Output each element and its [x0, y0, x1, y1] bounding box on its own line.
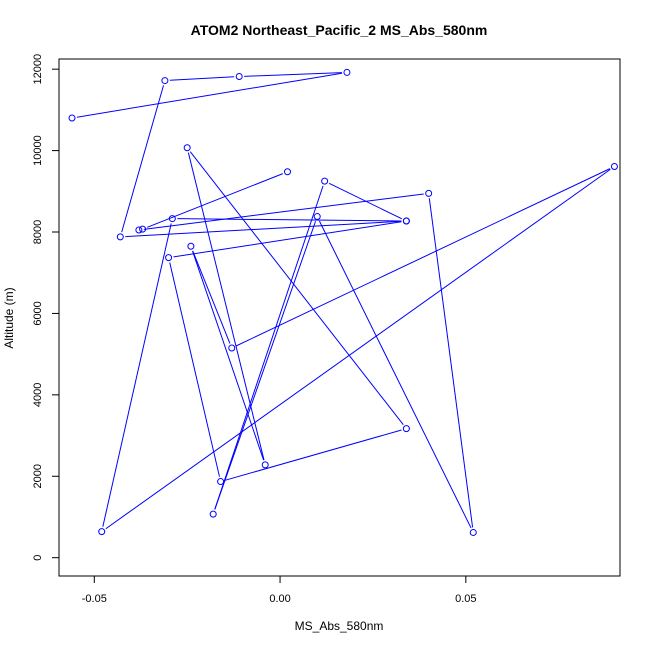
data-point — [139, 225, 147, 233]
series-segment — [214, 185, 324, 510]
y-tick-label: 6000 — [32, 301, 44, 325]
data-point — [402, 217, 410, 225]
series-segment — [76, 72, 343, 118]
x-tick-label: -0.05 — [82, 593, 107, 605]
series-segment — [147, 173, 284, 228]
data-point — [187, 242, 195, 250]
data-point — [68, 114, 76, 122]
y-tick-label: 0 — [32, 555, 44, 561]
series-segment — [236, 168, 611, 347]
y-tick-label: 4000 — [32, 383, 44, 407]
data-point — [98, 528, 106, 536]
plot-frame — [58, 58, 621, 577]
data-point — [235, 73, 243, 81]
data-point — [321, 177, 329, 185]
y-tick-label: 12000 — [32, 54, 44, 85]
y-tick-label: 2000 — [32, 464, 44, 488]
series-segment — [189, 151, 404, 426]
x-axis-label: MS_Abs_580nm — [295, 619, 384, 633]
series-segment — [105, 168, 611, 530]
data-point — [402, 425, 410, 433]
series-segment — [169, 76, 235, 81]
data-point — [209, 510, 217, 518]
series-segment — [169, 262, 220, 477]
y-tick-label: 10000 — [32, 135, 44, 166]
series-segment — [173, 221, 402, 258]
chart-title: ATOM2 Northeast_Pacific_2 MS_Abs_580nm — [191, 22, 488, 38]
data-point — [165, 254, 173, 262]
data-point — [261, 461, 269, 469]
y-axis-label: Altitude (m) — [2, 287, 16, 348]
series-segment — [225, 429, 402, 481]
series-segment — [192, 250, 231, 344]
data-point — [313, 213, 321, 221]
x-tick-label: 0.00 — [269, 593, 290, 605]
series-segment — [328, 182, 403, 220]
series-layer — [68, 68, 618, 536]
x-axis: -0.05 0.00 0.05 — [82, 575, 477, 605]
data-point — [425, 189, 433, 197]
data-point — [469, 528, 477, 536]
y-axis: 0 2000 4000 6000 8000 10000 12000 — [32, 54, 60, 561]
data-point — [116, 233, 124, 241]
x-tick-label: 0.05 — [455, 593, 476, 605]
series-segment — [102, 223, 172, 527]
data-point — [343, 68, 351, 76]
data-point — [161, 77, 169, 85]
series-segment — [428, 198, 474, 528]
data-point — [135, 226, 143, 234]
series-segment — [187, 152, 265, 461]
series-segment — [121, 85, 164, 233]
series-segment — [125, 220, 402, 238]
series-segment — [244, 72, 342, 77]
data-point — [228, 344, 236, 352]
data-point — [283, 168, 291, 176]
data-point — [217, 478, 225, 486]
series-segment — [214, 221, 317, 510]
data-point — [168, 215, 176, 223]
y-tick-label: 8000 — [32, 220, 44, 244]
data-point — [610, 162, 618, 170]
series-segment — [318, 220, 472, 529]
series-segment — [143, 193, 424, 230]
series-segment — [192, 250, 265, 461]
series-segment — [177, 218, 402, 222]
data-point — [183, 144, 191, 152]
